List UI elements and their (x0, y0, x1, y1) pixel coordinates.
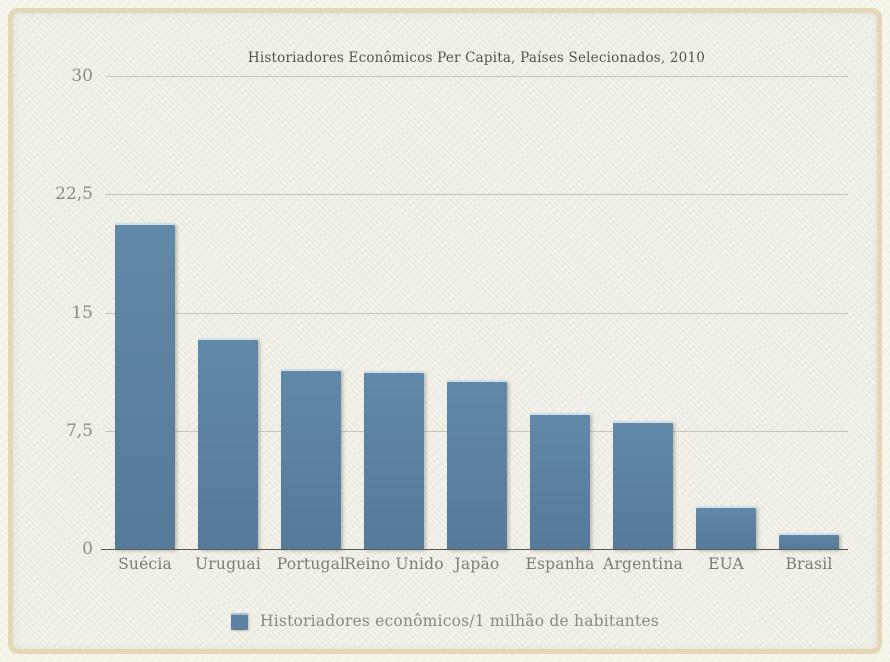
bar (696, 506, 756, 549)
x-axis-label: Uruguai (195, 555, 261, 573)
bar (613, 421, 673, 549)
plot-area: 30 22,5 15 7,5 0 Suécia Uruguai Portugal Reino U… (55, 66, 848, 573)
legend: Historiadores econômicos/1 milhão de hab… (13, 612, 877, 630)
bar (364, 370, 424, 549)
x-axis-label: Suécia (118, 555, 172, 573)
y-axis-label: 22,5 (55, 184, 93, 205)
legend-label: Historiadores econômicos/1 milhão de hab… (260, 612, 659, 630)
gridline (105, 194, 848, 196)
chart-title: Historiadores Econômicos Per Capita, Paí… (247, 50, 706, 66)
y-axis-label: 0 (82, 539, 93, 559)
gridline (105, 76, 848, 77)
bar (779, 533, 839, 549)
bar (530, 413, 590, 549)
gridline (105, 312, 848, 314)
x-axis-label: Espanha (525, 555, 595, 573)
bar (281, 369, 341, 549)
x-axis-label: EUA (708, 555, 744, 573)
bar (447, 380, 507, 549)
bar (115, 222, 175, 549)
y-axis-label: 7,5 (65, 420, 93, 441)
x-axis-label: Reino Unido (344, 555, 444, 573)
slide-frame: Historiadores Econômicos Per Capita, Paí… (8, 8, 882, 654)
y-axis-label: 15 (71, 302, 93, 323)
x-axis-label: Argentina (603, 555, 683, 573)
x-axis-baseline (101, 549, 848, 550)
x-axis-label: Brasil (785, 555, 833, 573)
x-axis-label: Portugal (276, 555, 346, 573)
y-axis-label: 30 (71, 66, 93, 86)
legend-swatch (231, 612, 249, 630)
bar (198, 337, 258, 549)
x-axis-label: Japão (454, 555, 500, 573)
